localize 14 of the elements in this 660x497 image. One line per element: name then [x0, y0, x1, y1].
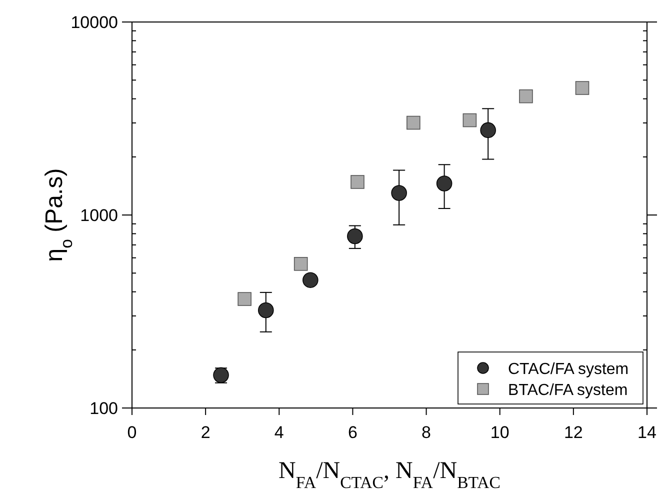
x-tick-label: 12	[564, 423, 583, 442]
x-tick-label: 14	[638, 423, 656, 442]
x-axis-title: N$_{FA}$/N$_{CTAC}$, N$_{FA}$/N$_{BTAC}$	[278, 458, 500, 492]
x-tick-label: 2	[200, 423, 210, 442]
y-tick-label: 1000	[80, 206, 118, 225]
x-tick-label: 4	[274, 423, 284, 442]
x-tick-label: 6	[348, 423, 358, 442]
y-tick-label: 100	[90, 399, 118, 418]
y-tick-label: 10000	[70, 13, 118, 32]
x-tick-label: 10	[490, 423, 510, 442]
legend-label: BTAC/FA system	[508, 382, 628, 399]
x-tick-label: 8	[422, 423, 432, 442]
x-tick-label: 0	[127, 423, 137, 442]
legend-label: CTAC/FA system	[508, 361, 629, 378]
